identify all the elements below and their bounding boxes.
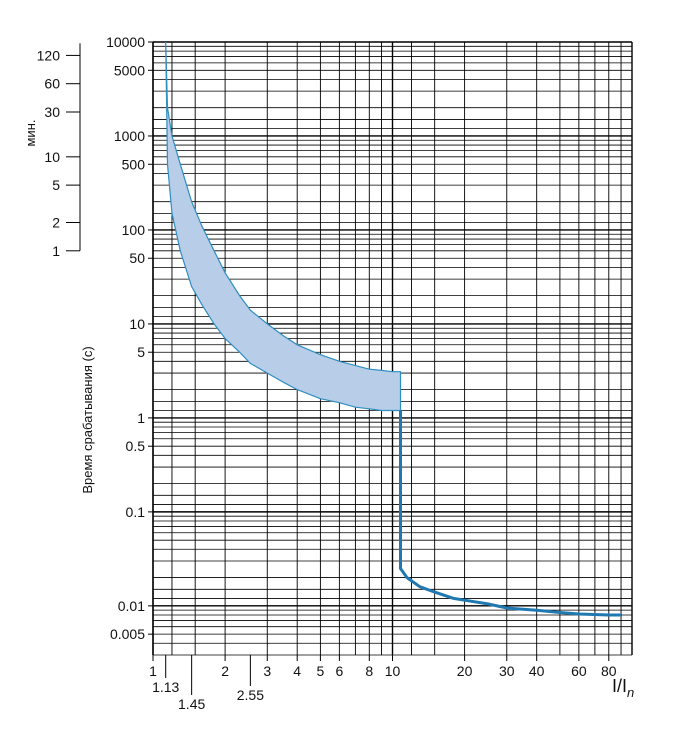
x-tick-label: 4 [293, 663, 301, 679]
minutes-tick-label: 2 [52, 215, 60, 231]
grid [152, 41, 633, 656]
x-tick-label: 80 [601, 663, 617, 679]
x-tick-label: 6 [335, 663, 343, 679]
x-tick-label: 30 [499, 663, 515, 679]
minutes-tick-label: 30 [44, 104, 60, 120]
trip-curve-line [399, 410, 621, 617]
x-tick-label: 40 [529, 663, 545, 679]
x-axis-title: I/In [612, 676, 634, 700]
data-layer [165, 41, 621, 617]
x-tick-label: 60 [571, 663, 587, 679]
trip-band [165, 41, 402, 412]
y-tick-label: 1000 [114, 128, 145, 144]
y-tick-label: 50 [129, 250, 145, 266]
y-tick-label: 5000 [114, 62, 145, 78]
x-tick-label: 10 [385, 663, 401, 679]
x-axis-title-main: I/I [612, 676, 627, 696]
x-special-tick-label: 1.45 [178, 696, 205, 712]
minutes-tick-label: 120 [37, 47, 61, 63]
minutes-tick-label: 5 [52, 177, 60, 193]
y-tick-label: 0.01 [118, 598, 145, 614]
minutes-axis-title: мин. [23, 120, 38, 147]
y-tick-label: 10 [129, 316, 145, 332]
x-tick-label: 3 [263, 663, 271, 679]
minutes-tick-label: 10 [44, 149, 60, 165]
x-tick-label: 1 [149, 663, 157, 679]
axis-labels: Время срабатывания (с) мин. I/In [23, 120, 634, 701]
y-tick-label: 0.1 [126, 504, 146, 520]
y-tick-label: 10000 [106, 34, 145, 50]
y-tick-label: 0.005 [110, 626, 145, 642]
x-tick-label: 8 [365, 663, 373, 679]
y-tick-label: 100 [122, 222, 146, 238]
axes: 10000 5000 1000 500 100 50 10 5 1 0.5 0.1 0.01 0.005… [37, 34, 617, 712]
x-tick-label: 20 [457, 663, 473, 679]
x-special-tick-label: 1.13 [152, 679, 179, 695]
minutes-tick-label: 60 [44, 76, 60, 92]
y-tick-label: 500 [122, 156, 146, 172]
x-special-tick-label: 2.55 [237, 687, 264, 703]
y-axis-title: Время срабатывания (с) [80, 346, 95, 493]
y-tick-label: 5 [137, 344, 145, 360]
x-tick-label: 2 [221, 663, 229, 679]
x-axis-title-subscript: n [627, 685, 634, 700]
minutes-tick-label: 1 [52, 243, 60, 259]
y-tick-label: 1 [137, 410, 145, 426]
y-tick-label: 0.5 [126, 438, 146, 454]
x-tick-label: 5 [317, 663, 325, 679]
